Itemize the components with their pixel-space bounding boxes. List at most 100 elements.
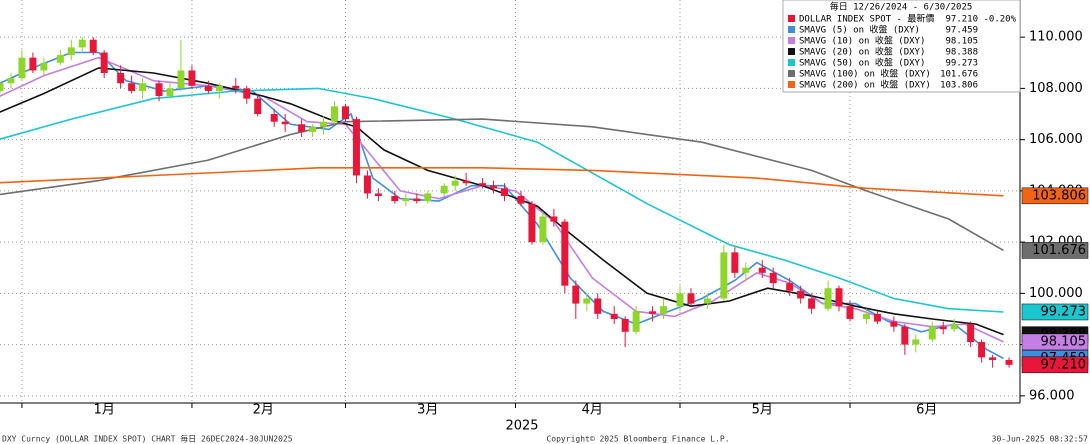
candle-body <box>742 267 750 273</box>
candle-body <box>254 98 262 115</box>
candle-body <box>7 78 15 84</box>
candle-body <box>862 313 870 319</box>
candle-body <box>215 85 223 91</box>
candle-body <box>424 193 432 202</box>
legend-label: SMAVG (200) on 收盤 (DXY) <box>799 79 931 91</box>
candle-body <box>100 52 108 74</box>
ma-line <box>0 87 1004 313</box>
y-tick-label: 110.000 <box>1029 30 1083 45</box>
x-tick-label: 5月 <box>752 403 773 418</box>
x-tick-label: 2月 <box>253 403 274 418</box>
legend-value: 97.210 <box>945 15 978 25</box>
candle-body <box>621 318 629 332</box>
legend-swatch <box>788 70 795 77</box>
legend-label: DOLLAR INDEX SPOT - 最新價 <box>799 13 934 25</box>
last-value-label: 97.210 <box>1041 357 1087 372</box>
candle-body <box>243 88 251 99</box>
candle-body <box>462 180 470 184</box>
candle-body <box>155 83 163 97</box>
candle-body <box>128 83 136 91</box>
legend-label: SMAVG (5) on 收盤 (DXY) <box>799 24 920 36</box>
candle-body <box>989 357 997 360</box>
candle-body <box>67 47 75 56</box>
legend-swatch <box>788 37 795 44</box>
candle-body <box>490 185 498 189</box>
last-value-badge <box>1021 242 1089 259</box>
last-value-badge <box>1021 356 1089 374</box>
candle-body <box>56 55 64 63</box>
legend-value: 98.105 <box>945 37 978 47</box>
candle-body <box>632 311 640 332</box>
y-tick-label: 96.000 <box>1029 388 1075 403</box>
legend-box <box>782 0 1021 93</box>
last-value-badge <box>1021 187 1089 205</box>
x-tick-label: 4月 <box>582 403 603 418</box>
candle-body <box>402 198 410 202</box>
candle-body <box>808 298 816 309</box>
legend-label: SMAVG (20) on 收盤 (DXY) <box>799 46 925 58</box>
candle-body <box>561 221 569 286</box>
legend-swatch <box>788 26 795 33</box>
legend-value: 99.273 <box>945 59 978 69</box>
candle-body <box>950 324 958 330</box>
candle-body <box>413 198 421 202</box>
candle-body <box>166 88 174 97</box>
candle-body <box>188 70 196 86</box>
candle-body <box>731 252 739 273</box>
candle-body <box>835 288 843 307</box>
y-tick-label: 108.000 <box>1029 81 1083 96</box>
candle-body <box>978 342 986 358</box>
candle-body <box>550 216 558 222</box>
candle-body <box>758 267 766 273</box>
x-axis-title: 2025 <box>505 419 538 434</box>
legend-title: 毎日 12/26/2024 - 6/30/2025 <box>830 1 973 13</box>
candle-body <box>928 326 936 340</box>
candle-body <box>0 83 4 91</box>
candle-body <box>539 216 547 243</box>
candle-body <box>374 193 382 196</box>
legend-change: -0.20% <box>983 15 1016 25</box>
candle-body <box>40 62 48 71</box>
ma-line <box>0 167 1004 197</box>
candle-body <box>687 293 695 304</box>
candle-body <box>517 195 525 204</box>
y-tick-label: 100.000 <box>1029 286 1083 301</box>
candle-body <box>939 326 947 330</box>
candle-body <box>479 183 487 186</box>
candle-body <box>873 313 881 322</box>
candle-body <box>320 121 328 127</box>
legend-value: 103.806 <box>940 81 978 91</box>
x-tick-label: 1月 <box>94 403 115 418</box>
candle-body <box>824 288 832 309</box>
candle-body <box>583 298 591 304</box>
legend-swatch <box>788 59 795 66</box>
candle-body <box>270 114 278 122</box>
candle-body <box>720 252 728 299</box>
candle-body <box>528 203 536 243</box>
legend-swatch <box>788 15 795 22</box>
candle-body <box>352 119 360 176</box>
candle-body <box>232 85 240 89</box>
last-value-badge <box>1021 333 1089 351</box>
legend-swatch <box>788 81 795 88</box>
candle-body <box>572 285 580 304</box>
candle-body <box>331 106 339 122</box>
legend-value: 97.459 <box>945 26 978 36</box>
ma-line <box>0 118 1004 252</box>
candle-body <box>610 313 618 319</box>
candle-body <box>78 39 86 48</box>
candle-body <box>649 311 657 314</box>
candle-body <box>177 70 185 89</box>
candle-body <box>660 306 668 314</box>
last-value-label: 98.105 <box>1041 334 1087 349</box>
candle-body <box>391 195 399 202</box>
legend-swatch <box>788 48 795 55</box>
candle-body <box>451 180 459 186</box>
candle-body <box>1005 359 1013 365</box>
candle-body <box>912 339 920 345</box>
candle-body <box>846 306 854 319</box>
footer-right: 30-Jun-2025 08:32:57 <box>992 435 1089 444</box>
candle-body <box>363 175 371 194</box>
candle-body <box>298 124 306 132</box>
last-value-label: 99.273 <box>1041 304 1087 319</box>
